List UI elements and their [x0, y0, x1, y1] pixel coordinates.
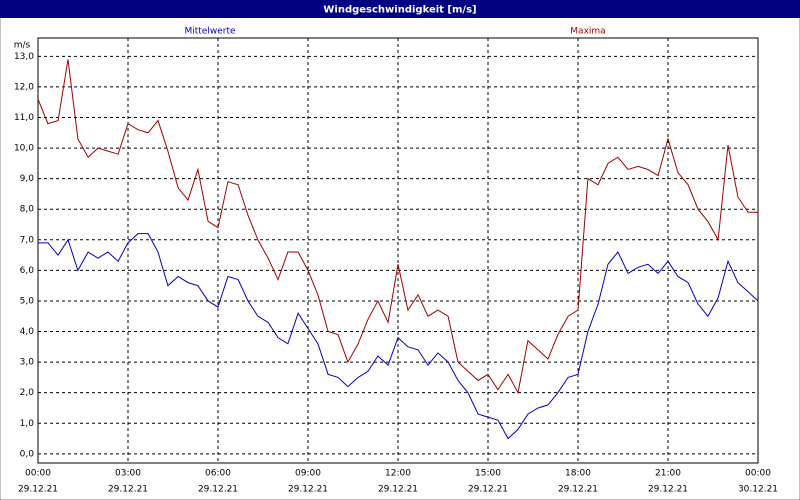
x-tick-label: 06:00: [205, 469, 231, 479]
x-tick-date: 29.12.21: [198, 485, 238, 495]
x-tick-date: 29.12.21: [288, 485, 328, 495]
y-axis-label: m/s: [14, 41, 31, 51]
series-line: [37, 59, 758, 395]
x-tick-label: 00:00: [25, 469, 51, 479]
legend-entry: Mittelwerte: [184, 27, 235, 37]
y-tick-label: 9,0: [20, 174, 35, 184]
title-bar: [0, 0, 800, 18]
y-tick-label: 0,0: [20, 449, 35, 459]
x-tick-label: 21:00: [655, 469, 681, 479]
x-tick-label: 03:00: [115, 469, 141, 479]
x-tick-date: 30.12.21: [738, 485, 778, 495]
x-tick-label: 12:00: [385, 469, 411, 479]
x-tick-date: 29.12.21: [558, 485, 598, 495]
y-tick-label: 7,0: [20, 235, 35, 245]
y-tick-label: 5,0: [20, 296, 35, 306]
x-tick-label: 18:00: [565, 469, 591, 479]
x-tick-label: 00:00: [745, 469, 771, 479]
y-tick-label: 8,0: [20, 205, 35, 215]
x-tick-label: 15:00: [475, 469, 501, 479]
y-tick-label: 12,0: [14, 82, 34, 92]
series-line: [38, 233, 759, 440]
x-tick-date: 29.12.21: [468, 485, 508, 495]
y-tick-label: 1,0: [20, 419, 35, 429]
x-tick-date: 29.12.21: [18, 485, 58, 495]
y-tick-label: 6,0: [20, 266, 35, 276]
y-tick-label: 2,0: [20, 388, 35, 398]
legend-entry: Maxima: [570, 27, 605, 37]
y-tick-label: 3,0: [20, 358, 35, 368]
x-tick-date: 29.12.21: [378, 485, 418, 495]
y-tick-label: 13,0: [14, 52, 34, 62]
x-tick-date: 29.12.21: [108, 485, 148, 495]
y-tick-label: 10,0: [14, 144, 34, 154]
x-tick-date: 29.12.21: [648, 485, 688, 495]
y-tick-label: 11,0: [14, 113, 34, 123]
y-tick-label: 4,0: [20, 327, 35, 337]
chart-title: Windgeschwindigkeit [m/s]: [323, 5, 476, 16]
x-tick-label: 09:00: [295, 469, 321, 479]
